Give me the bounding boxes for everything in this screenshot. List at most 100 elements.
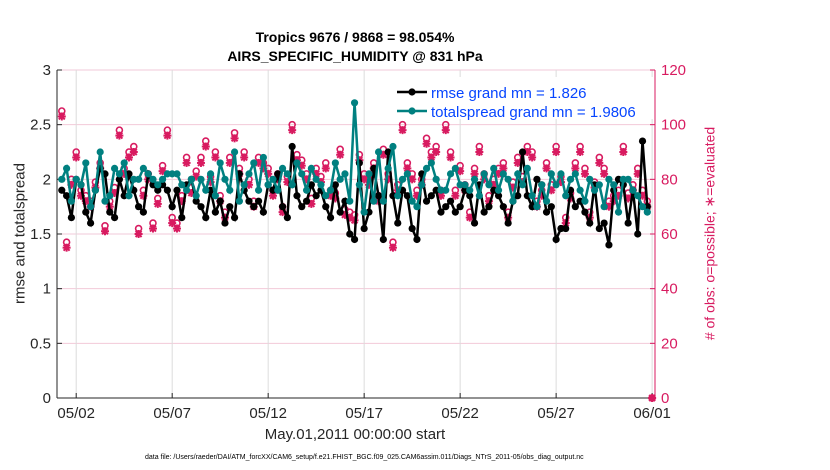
rmse-point [254, 197, 263, 205]
asterisk-stroke [288, 126, 296, 134]
totalspread-point [610, 181, 618, 189]
y-tick-label: 0 [43, 390, 51, 407]
rmse-point [451, 208, 459, 216]
rmse-point [331, 181, 339, 189]
totalspread-point [288, 181, 296, 189]
totalspread-point [480, 170, 488, 178]
rmse-point [274, 170, 282, 178]
totalspread-point [182, 186, 191, 194]
asterisk-stroke [240, 153, 248, 162]
rmse-point [312, 192, 320, 200]
rmse-point [403, 192, 411, 200]
totalspread-point [235, 197, 243, 205]
x-tick-label: 05/17 [345, 405, 383, 422]
totalspread-point [576, 186, 584, 194]
totalspread-point [302, 186, 311, 194]
totalspread-point [590, 186, 599, 194]
obs-evaluated-marker [542, 164, 551, 173]
asterisk-stroke [514, 159, 522, 167]
obs-evaluated-marker [576, 148, 585, 156]
totalspread-point [566, 175, 575, 183]
obs-evaluated-marker [148, 224, 157, 233]
asterisk-stroke [403, 164, 412, 173]
obs-evaluated-marker [57, 112, 66, 121]
x-tick-label: 05/02 [57, 405, 95, 422]
rmse-point [230, 214, 239, 222]
obs-evaluated-marker [211, 153, 220, 162]
totalspread-point [370, 197, 378, 205]
asterisk-stroke [595, 159, 604, 167]
totalspread-point [499, 170, 507, 178]
totalspread-point [432, 175, 440, 183]
totalspread-point [547, 170, 555, 178]
totalspread-point [115, 170, 123, 178]
obs-evaluated-marker [595, 158, 604, 167]
rmse-point [221, 219, 229, 227]
legend-label: rmse grand mn = 1.826 [431, 85, 587, 102]
asterisk-stroke [466, 213, 474, 222]
totalspread-point [638, 203, 647, 211]
rmse-point [485, 203, 493, 211]
obs-evaluated-marker [100, 227, 109, 236]
totalspread-point [240, 181, 248, 189]
rmse-point [202, 214, 210, 222]
totalspread-point [139, 164, 147, 172]
obs-evaluated-marker [134, 230, 143, 238]
totalspread-point [538, 181, 546, 189]
asterisk-stroke [446, 153, 455, 162]
rmse-point [326, 214, 335, 222]
x-tick-label: 05/27 [537, 405, 575, 422]
totalspread-point [254, 186, 263, 194]
rmse-point [480, 208, 488, 216]
footer-data-file: data file: /Users/raeder/DAI/ATM_forcXX/… [145, 454, 584, 461]
rmse-point [168, 203, 176, 211]
y-right-tick-label: 20 [661, 335, 678, 352]
asterisk-stroke [571, 164, 580, 173]
y-right-tick-label: 40 [661, 281, 678, 298]
totalspread-point [274, 186, 282, 194]
rmse-point [62, 192, 71, 200]
rmse-point [288, 142, 296, 151]
obs-evaluated-marker [441, 126, 450, 135]
rmse-point [192, 197, 200, 205]
y-tick-label: 1.5 [30, 226, 51, 243]
totalspread-point [509, 197, 517, 205]
x-tick-label: 05/22 [441, 405, 479, 422]
rmse-point [562, 224, 570, 233]
totalspread-point [134, 175, 143, 183]
totalspread-point [403, 170, 411, 178]
rmse-point [571, 203, 579, 211]
totalspread-point [264, 181, 272, 189]
totalspread-point [245, 170, 253, 178]
asterisk-stroke [226, 159, 234, 167]
legend-label: totalspread grand mn = 1.9806 [431, 104, 636, 121]
asterisk-stroke [101, 227, 109, 235]
obs-evaluated-marker [72, 153, 81, 162]
totalspread-point [202, 186, 210, 194]
totalspread-point [187, 175, 195, 183]
asterisk-stroke [442, 126, 450, 134]
asterisk-stroke [619, 148, 628, 156]
asterisk-stroke [389, 243, 397, 252]
legend: rmse grand mn = 1.826 totalspread grand m… [383, 77, 654, 121]
totalspread-point [384, 164, 392, 172]
totalspread-point [283, 170, 291, 178]
totalspread-point [158, 175, 167, 183]
totalspread-point [466, 186, 474, 194]
totalspread-point [226, 186, 234, 194]
totalspread-point [379, 197, 387, 205]
totalspread-point [120, 159, 128, 167]
asterisk-stroke [158, 167, 167, 175]
totalspread-point [418, 181, 426, 189]
rmse-point [542, 208, 551, 216]
asterisk-stroke [130, 148, 138, 156]
rmse-point [446, 197, 455, 205]
totalspread-point [427, 159, 435, 167]
totalspread-point [461, 181, 469, 189]
totalspread-point [470, 175, 479, 183]
obs-evaluated-marker [648, 394, 657, 402]
totalspread-point [149, 175, 157, 183]
totalspread-point [259, 153, 267, 162]
rmse-point [259, 208, 267, 216]
totalspread-point [230, 148, 239, 156]
